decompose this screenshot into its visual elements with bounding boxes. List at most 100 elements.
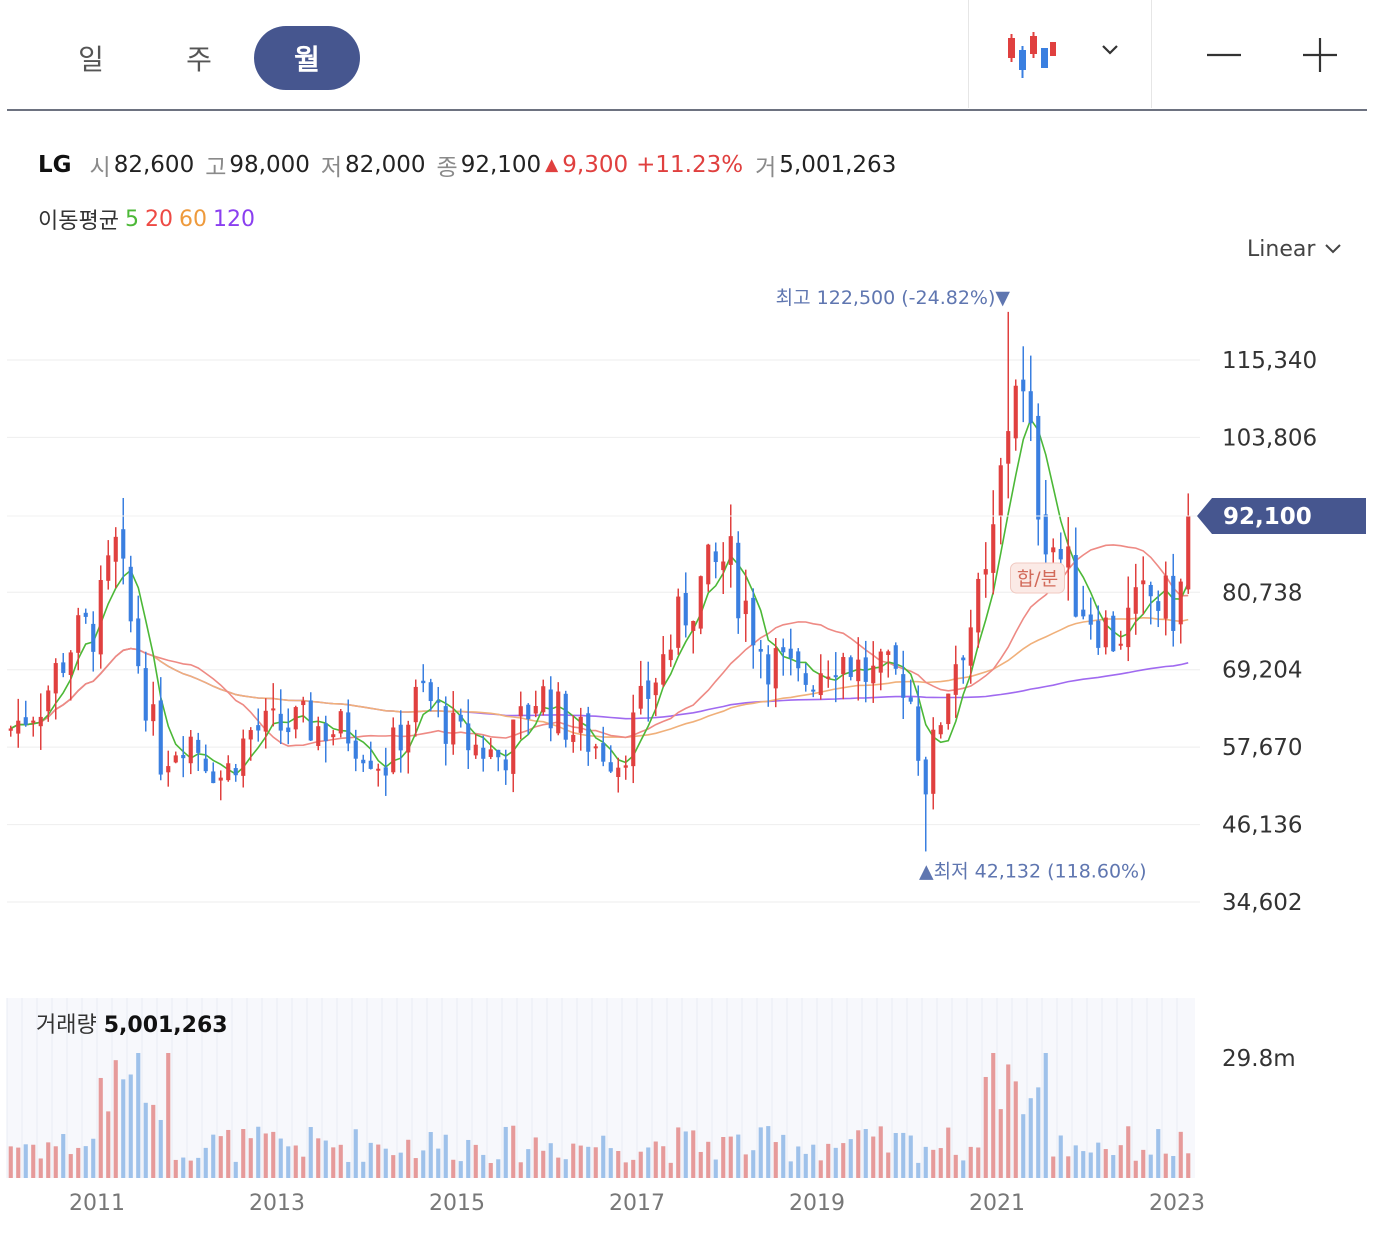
candle-body <box>1141 580 1146 585</box>
tab-weekly[interactable]: 주 <box>186 43 212 76</box>
candle-body <box>691 621 696 631</box>
volume-bar <box>383 1148 388 1178</box>
volume-bar <box>316 1138 321 1178</box>
volume-bar <box>796 1146 801 1178</box>
candle-body <box>751 597 756 646</box>
volume-bar <box>548 1143 553 1178</box>
volume-bar <box>961 1160 966 1178</box>
candle-body <box>886 651 891 655</box>
candle-body <box>841 657 846 675</box>
candle-body <box>263 710 268 732</box>
candle-body <box>361 759 366 764</box>
candle-body <box>908 697 913 702</box>
candle-body <box>68 652 73 676</box>
volume-bar <box>308 1127 313 1178</box>
candle-body <box>31 720 36 723</box>
candle-body <box>893 645 898 669</box>
candle-body <box>488 749 493 757</box>
candle-body <box>181 754 186 759</box>
candle-body <box>503 759 508 771</box>
candle-body <box>586 713 591 752</box>
volume-bar <box>533 1137 538 1178</box>
candle-body <box>878 651 883 673</box>
chevron-down-icon[interactable] <box>1098 40 1122 60</box>
volume-bar <box>916 1162 921 1178</box>
volume-bar <box>893 1133 898 1178</box>
volume-bar <box>398 1152 403 1178</box>
plus-icon[interactable] <box>1295 28 1345 82</box>
candle-body <box>136 618 141 667</box>
volume-bar <box>691 1130 696 1178</box>
volume-bar <box>1141 1149 1146 1178</box>
candle-body <box>983 569 988 575</box>
scale-label: Linear <box>1247 236 1316 262</box>
volume-bar <box>451 1159 456 1178</box>
change-value: 9,300 <box>562 152 629 178</box>
high-value: 98,000 <box>229 152 310 178</box>
volume-bar <box>518 1162 523 1178</box>
y-tick-label: 69,204 <box>1222 658 1302 684</box>
scale-selector[interactable]: Linear <box>1247 234 1343 264</box>
current-price-label: 92,100 <box>1223 504 1312 530</box>
volume-axis-label: 29.8m <box>1222 1046 1296 1072</box>
volume-bar <box>608 1148 613 1178</box>
volume-bar <box>338 1144 343 1178</box>
candle-body <box>1058 548 1063 560</box>
candle-body <box>16 720 21 734</box>
candle-body <box>443 706 448 744</box>
candle-body <box>1148 584 1153 597</box>
candle-body <box>541 686 546 713</box>
volume-bar <box>751 1150 756 1178</box>
candle-body <box>241 738 246 776</box>
volume-bar <box>601 1135 606 1178</box>
candle-body <box>856 659 861 682</box>
close-label: 종 <box>436 155 458 181</box>
volume-bar <box>368 1142 373 1178</box>
candle-body <box>173 755 178 763</box>
candle-body <box>53 663 58 694</box>
volume-bar <box>46 1142 51 1178</box>
candle-body <box>931 729 936 794</box>
candle-body <box>781 647 786 653</box>
candle-body <box>796 651 801 669</box>
up-arrow-icon: ▲ <box>545 155 559 175</box>
volume-bar <box>1118 1145 1123 1178</box>
volume-bar <box>773 1142 778 1178</box>
candle-body <box>803 673 808 685</box>
volume-bar <box>878 1126 883 1178</box>
candle-body <box>316 726 321 746</box>
volume-bar <box>503 1126 508 1178</box>
minus-icon[interactable] <box>1199 28 1249 82</box>
tab-monthly[interactable]: 월 <box>254 26 360 90</box>
volume-bar <box>211 1134 216 1178</box>
volume-bar <box>61 1134 66 1178</box>
volume-bar <box>1028 1098 1033 1178</box>
candle-body <box>428 682 433 702</box>
candle-body <box>61 662 66 673</box>
volume-bar <box>1081 1151 1086 1178</box>
x-tick-label: 2017 <box>609 1191 665 1216</box>
volume-bar <box>676 1127 681 1178</box>
volume-bar <box>653 1141 658 1178</box>
candle-body <box>923 759 928 795</box>
candlestick-icon[interactable] <box>1006 30 1058 80</box>
volume-bar <box>766 1126 771 1178</box>
volume-bar <box>406 1139 411 1178</box>
volume-bar <box>871 1136 876 1178</box>
candle-body <box>196 739 201 753</box>
candle-body <box>278 713 283 731</box>
candle-body <box>556 691 561 734</box>
volume-bar <box>526 1149 531 1178</box>
volume-bar <box>571 1143 576 1178</box>
moving-average-legend[interactable]: 이동평균 5 20 60 120 <box>38 204 261 235</box>
candle-body <box>1051 547 1056 553</box>
candle-body <box>218 777 223 781</box>
candle-body <box>623 765 628 768</box>
volume-bar <box>833 1147 838 1178</box>
candle-body <box>1028 391 1033 424</box>
tab-daily[interactable]: 일 <box>78 43 104 76</box>
candle-body <box>668 649 673 661</box>
candle-body <box>346 712 351 744</box>
candle-body <box>1171 575 1176 631</box>
